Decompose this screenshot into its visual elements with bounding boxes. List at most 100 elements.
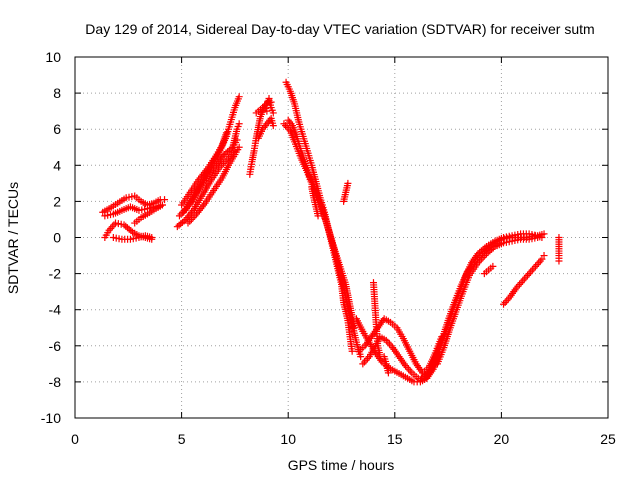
data-point <box>519 277 527 285</box>
x-tick-label: 15 <box>387 431 403 447</box>
data-point <box>265 95 273 103</box>
y-tick-label: -8 <box>49 374 62 390</box>
data-point <box>191 212 199 220</box>
data-point <box>524 271 532 279</box>
data-point <box>350 324 358 332</box>
series-midday-cluster-b <box>254 114 277 142</box>
data-point <box>110 221 118 229</box>
series-late-outliers <box>555 234 563 265</box>
y-tick-label: 6 <box>53 121 61 137</box>
data-point <box>314 212 322 220</box>
data-point <box>525 270 533 278</box>
data-point <box>406 367 414 375</box>
data-point <box>522 273 530 281</box>
data-point <box>555 257 563 265</box>
y-tick-label: -10 <box>41 410 61 426</box>
data-point <box>222 129 230 137</box>
series-main-descent-a <box>282 78 356 355</box>
data-point <box>263 107 271 115</box>
y-tick-label: 4 <box>53 157 61 173</box>
y-tick-label: -4 <box>49 302 62 318</box>
series-trough-spike-b <box>380 353 392 377</box>
x-tick-label: 5 <box>178 431 186 447</box>
y-tick-label: 0 <box>53 230 61 246</box>
data-point <box>535 259 543 267</box>
series-trough-spike <box>369 279 384 359</box>
data-point <box>362 356 370 364</box>
data-point <box>227 145 235 153</box>
data-point <box>534 234 542 241</box>
series-morning-rise-b <box>173 147 239 231</box>
data-point <box>533 261 541 269</box>
data-point <box>158 201 166 209</box>
series-trough-cluster-b <box>355 315 446 377</box>
data-point <box>536 257 544 265</box>
chart-title: Day 129 of 2014, Sidereal Day-to-day VTE… <box>85 21 594 37</box>
data-point <box>280 120 288 128</box>
data-point <box>520 275 528 283</box>
data-point <box>148 234 156 241</box>
series-morning-rise-e <box>178 129 230 209</box>
series-inner-left-arc <box>131 201 166 227</box>
y-tick-label: 8 <box>53 85 61 101</box>
series-descent-side <box>308 183 322 220</box>
data-point <box>376 351 384 359</box>
data-point <box>489 262 497 270</box>
data-point <box>360 358 368 366</box>
data-point <box>530 264 538 272</box>
y-axis: -10 -8 -6 -4 -2 0 2 4 6 8 10 <box>41 49 608 426</box>
series-lower-left-band <box>109 232 156 243</box>
y-tick-label: 10 <box>45 49 61 65</box>
data-point <box>235 143 243 151</box>
data-point <box>357 353 365 361</box>
data-point <box>538 255 546 263</box>
series-evening-branch <box>500 252 548 308</box>
data-point <box>503 297 511 305</box>
x-tick-label: 20 <box>494 431 510 447</box>
data-point <box>348 347 356 355</box>
x-tick-label: 0 <box>71 431 79 447</box>
data-point <box>269 109 277 117</box>
x-axis-label: GPS time / hours <box>288 457 395 473</box>
data-point <box>532 262 540 270</box>
series-midday-upper <box>263 95 275 108</box>
data-point <box>527 268 535 276</box>
data-point <box>384 369 392 377</box>
data-point <box>489 244 497 252</box>
y-tick-label: -2 <box>49 266 62 282</box>
series-morning-rise-d <box>184 143 243 227</box>
y-axis-label: SDTVAR / TECUs <box>5 182 21 294</box>
series-afternoon-recovery-c <box>433 234 542 368</box>
data-point <box>540 230 548 238</box>
data-point <box>528 266 536 274</box>
data-point <box>235 120 243 128</box>
data-point <box>267 98 275 106</box>
x-axis: 0 5 10 15 20 25 <box>71 57 616 447</box>
data-point <box>344 179 352 187</box>
data-point <box>108 223 116 231</box>
data-point <box>127 227 135 235</box>
series-afternoon-recovery-b <box>416 232 546 384</box>
series-lower-left-arc <box>101 219 156 243</box>
grid-lines <box>75 57 608 418</box>
y-tick-label: 2 <box>53 193 61 209</box>
series-evening-outlier <box>480 262 497 278</box>
data-point <box>405 365 413 373</box>
y-tick-label: -6 <box>49 338 62 354</box>
data-point <box>516 280 524 288</box>
data-point <box>501 298 509 306</box>
data-point <box>235 93 243 101</box>
series-late-morning-blip <box>340 179 352 205</box>
series-morning-rise-c <box>180 136 241 216</box>
data-point <box>385 340 393 348</box>
data-point <box>540 252 548 260</box>
series-main-descent-c <box>280 120 358 332</box>
series-morning-spike <box>229 120 243 151</box>
data-point <box>161 196 169 204</box>
series-midday-cluster-c <box>252 102 271 117</box>
data-points <box>99 78 563 386</box>
x-tick-label: 10 <box>280 431 296 447</box>
data-point <box>269 122 277 130</box>
data-point <box>359 360 367 368</box>
